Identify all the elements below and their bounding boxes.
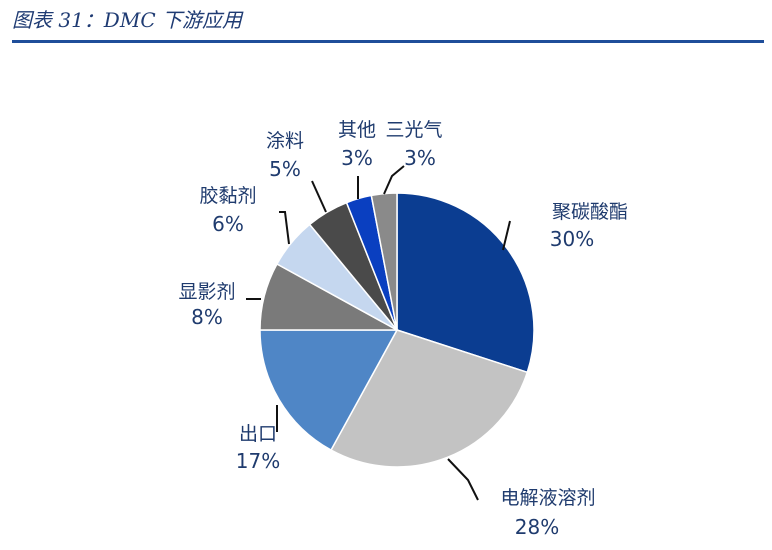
slice-name-label: 胶黏剂 [199, 185, 256, 207]
pie-slices [259, 192, 535, 468]
leader-lines [246, 165, 511, 501]
slice-value-label: 30% [550, 227, 594, 251]
leader-line-8 [383, 165, 405, 195]
slice-name-label: 涂料 [266, 130, 304, 152]
slice-name-label: 电解液溶剂 [500, 487, 595, 509]
leader-line-1 [502, 220, 511, 251]
slice-value-label: 3% [404, 146, 436, 170]
figure-title: 图表 31：DMC 下游应用 [12, 8, 242, 32]
pie-slice-1 [396, 192, 535, 374]
slice-value-label: 5% [269, 157, 301, 181]
slice-value-label: 17% [236, 449, 280, 473]
slice-name-label: 显影剂 [178, 281, 235, 303]
title-divider [12, 40, 764, 43]
leader-line-6 [311, 180, 327, 213]
slice-value-label: 3% [341, 146, 373, 170]
slice-name-label: 聚碳酸酯 [552, 201, 628, 223]
slice-name-label: 其他 [338, 119, 376, 141]
slice-value-label: 8% [191, 305, 223, 329]
pie-slice-3 [259, 329, 399, 452]
pie-slice-2 [329, 329, 529, 468]
leader-line-2 [447, 458, 479, 501]
slice-name-label: 出口 [239, 423, 277, 445]
slice-value-label: 28% [515, 515, 559, 539]
slice-name-label: 三光气 [385, 119, 442, 141]
slice-value-label: 6% [212, 212, 244, 236]
leader-line-5 [279, 211, 290, 245]
